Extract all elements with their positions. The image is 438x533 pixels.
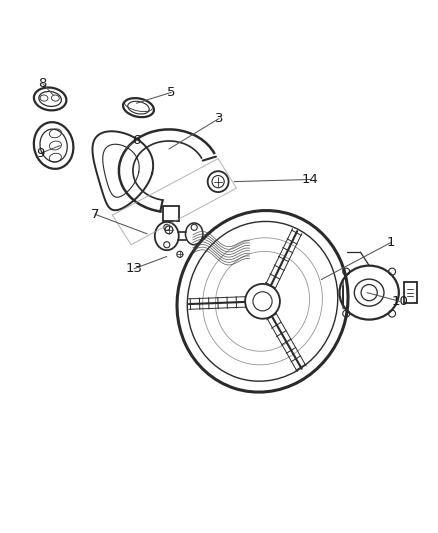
Text: 3: 3: [215, 112, 223, 125]
Text: 14: 14: [302, 173, 319, 186]
Text: 9: 9: [36, 147, 45, 160]
Text: 8: 8: [39, 77, 47, 90]
Text: 1: 1: [387, 236, 395, 249]
Text: 6: 6: [132, 134, 141, 147]
Text: 13: 13: [126, 262, 143, 275]
Text: 7: 7: [91, 208, 99, 221]
Text: 5: 5: [167, 86, 175, 99]
Text: 10: 10: [391, 295, 408, 308]
